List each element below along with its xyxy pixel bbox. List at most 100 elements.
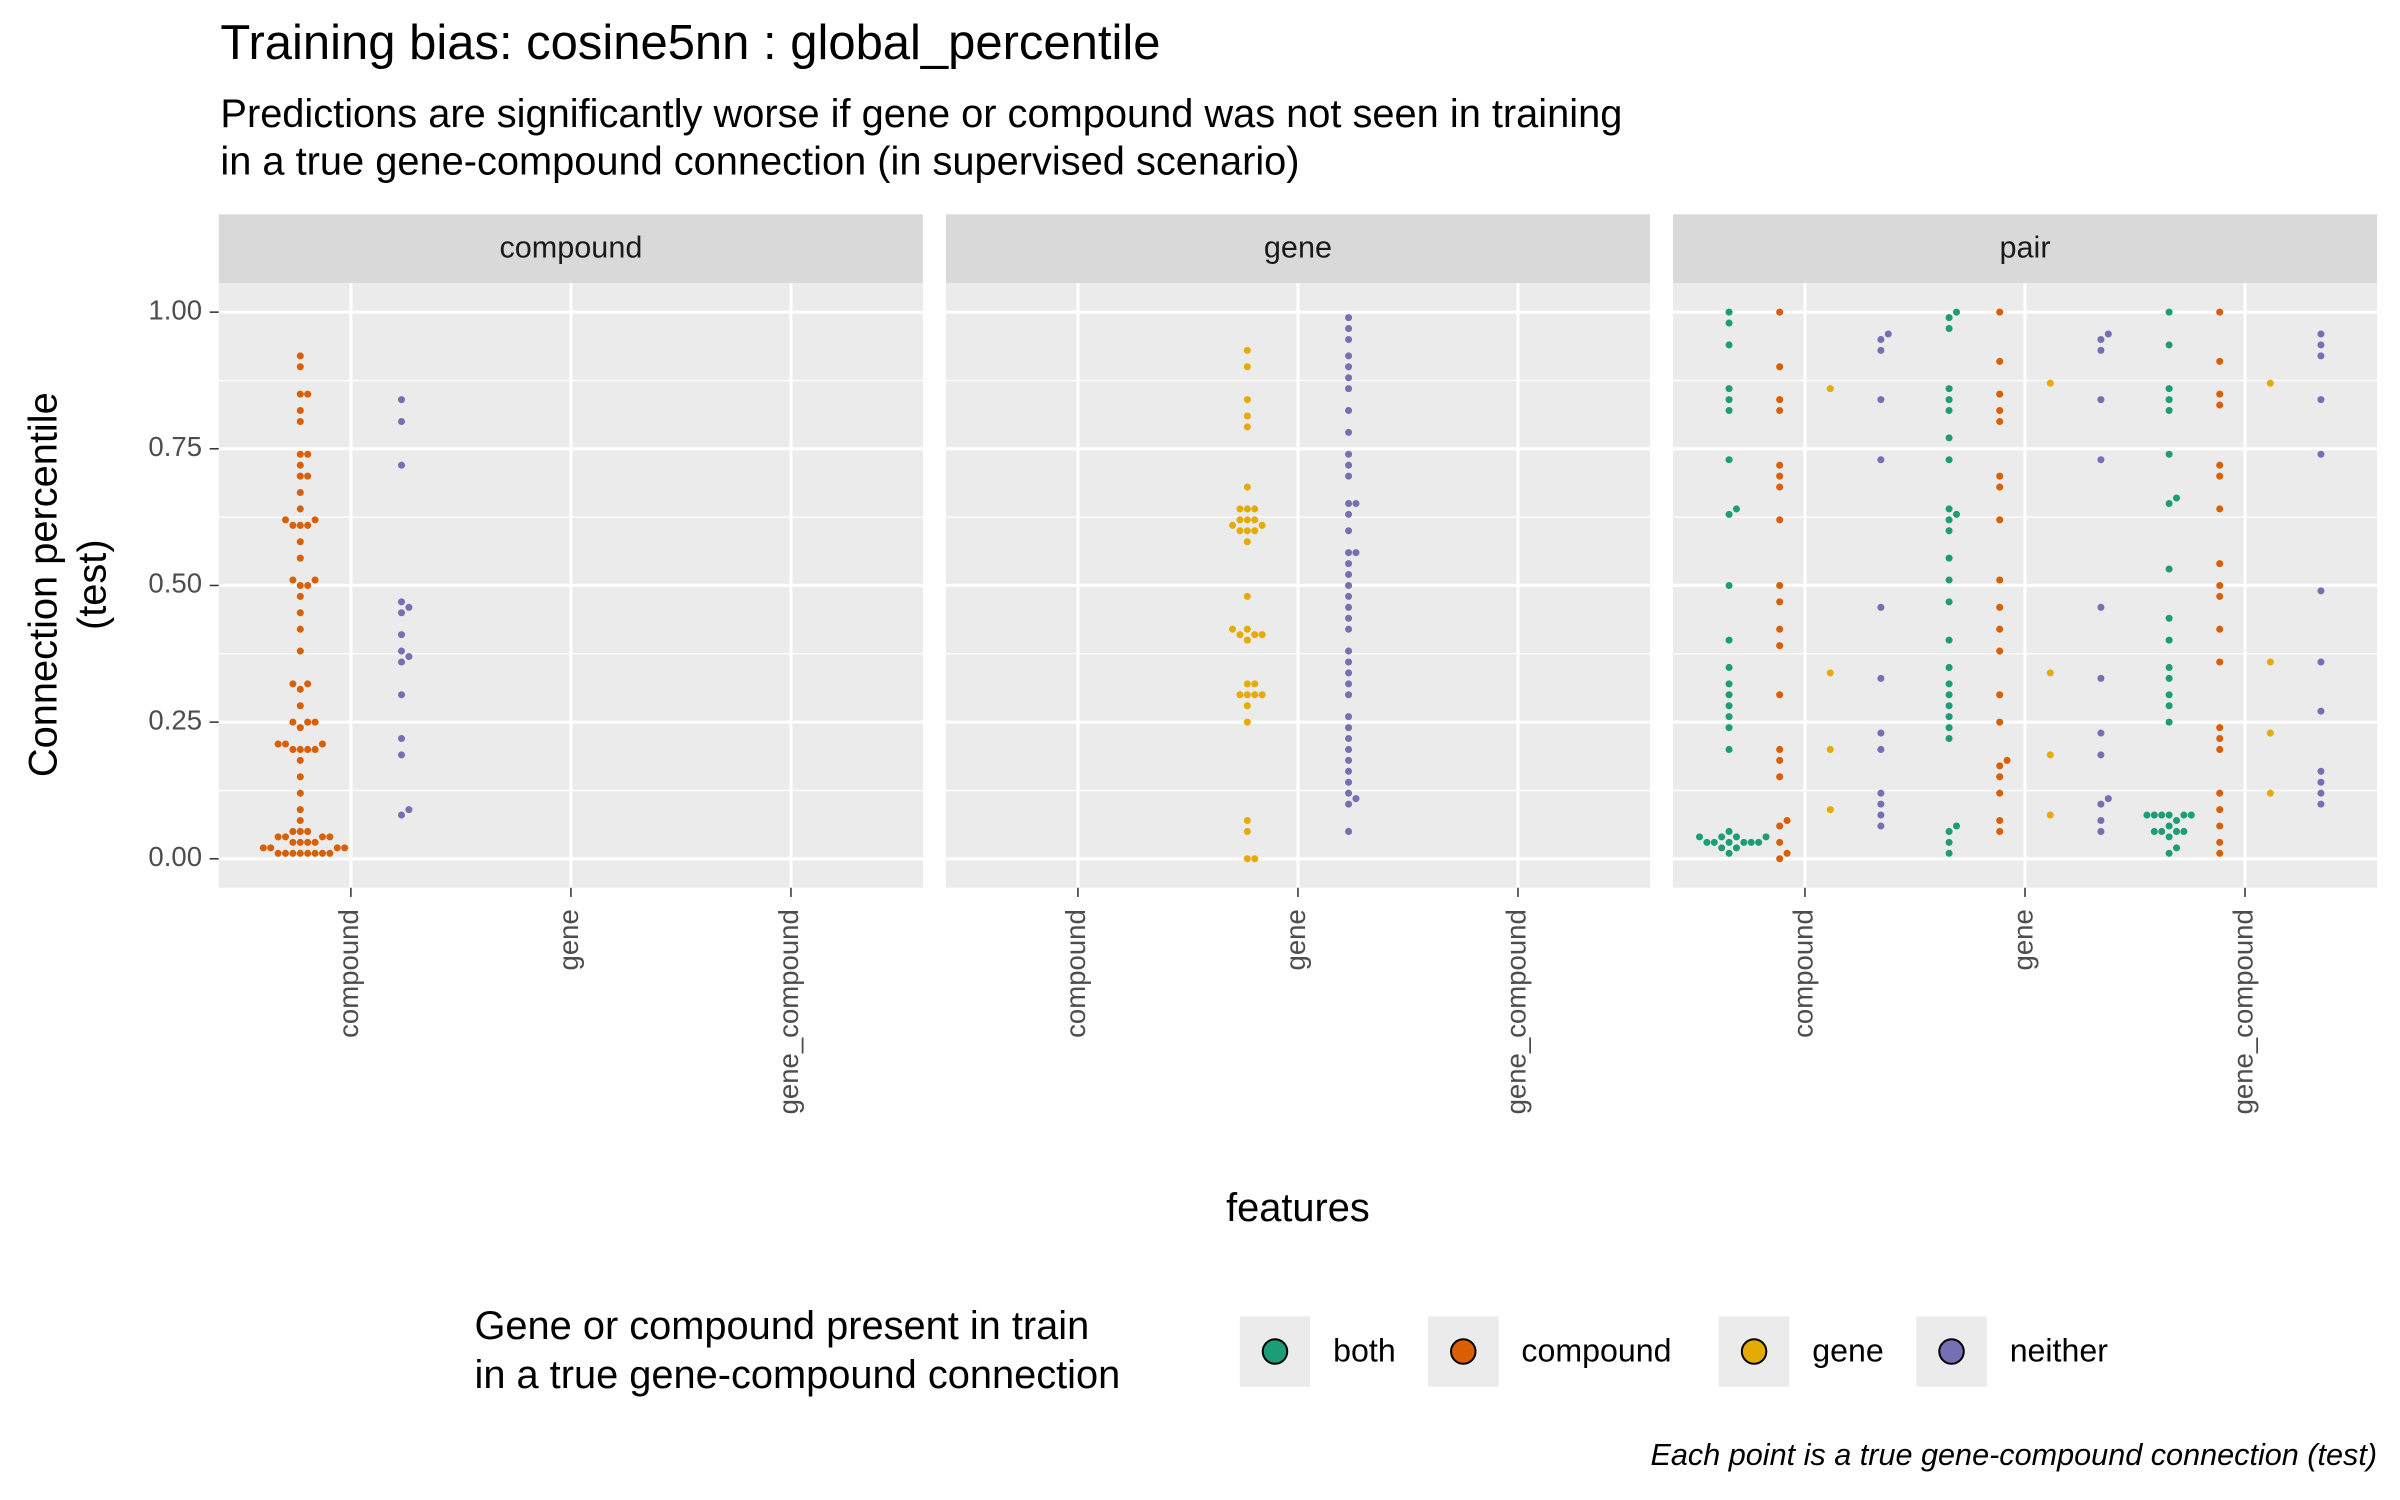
point [274, 740, 282, 748]
point [1345, 461, 1353, 469]
y-tick-label: 0.75 [148, 431, 202, 462]
y-axis-title: Connection percentile [21, 392, 65, 777]
point [1243, 396, 1251, 404]
point [1345, 603, 1353, 611]
point [1251, 691, 1259, 699]
point [2216, 357, 2224, 365]
point [1996, 718, 2004, 726]
point [1345, 549, 1353, 557]
point [296, 827, 304, 835]
point [1776, 581, 1784, 589]
point [1725, 385, 1733, 393]
point [1345, 527, 1353, 535]
point [296, 816, 304, 825]
point [2158, 811, 2166, 819]
point [2165, 718, 2173, 726]
point [1877, 603, 1885, 611]
point [2165, 450, 2173, 458]
point [1345, 571, 1353, 579]
point [1945, 663, 1953, 671]
point [2097, 674, 2105, 682]
point [296, 489, 304, 497]
point [1345, 658, 1353, 666]
point [1725, 319, 1733, 327]
point [304, 680, 312, 688]
point [296, 363, 304, 371]
point [1826, 385, 1834, 393]
point [267, 844, 275, 852]
point [1229, 521, 1237, 529]
point [2266, 379, 2274, 387]
point [296, 625, 304, 633]
point [1996, 357, 2004, 365]
point [1776, 642, 1784, 650]
point [1345, 827, 1353, 835]
point [397, 735, 406, 743]
point [1345, 407, 1353, 415]
point [1243, 516, 1251, 524]
point [1345, 510, 1353, 518]
point [2097, 396, 2105, 404]
point [1345, 450, 1353, 458]
x-tick-label: gene [553, 909, 584, 970]
point [304, 827, 312, 835]
point [1251, 527, 1259, 535]
point [296, 581, 304, 589]
point [1945, 636, 1953, 644]
point [1945, 325, 1953, 333]
point [1776, 773, 1784, 781]
point [1345, 363, 1353, 371]
point [2097, 816, 2105, 825]
point [296, 838, 304, 846]
point [1826, 669, 1834, 677]
point [296, 702, 304, 710]
point [1776, 855, 1784, 863]
point [1877, 456, 1885, 464]
point [1776, 308, 1784, 316]
point [1236, 691, 1244, 699]
point [1345, 724, 1353, 732]
point [281, 516, 290, 524]
y-tick-label: 0.25 [148, 704, 202, 735]
point [1877, 822, 1885, 830]
point [304, 849, 312, 857]
point [1776, 625, 1784, 633]
point [296, 390, 304, 398]
point [405, 806, 413, 814]
point [281, 849, 290, 857]
point [2165, 663, 2173, 671]
point [2165, 385, 2173, 393]
point [1826, 745, 1834, 753]
point [2317, 778, 2325, 786]
point [1776, 363, 1784, 371]
point [1251, 855, 1259, 863]
caption: Each point is a true gene-compound conne… [1650, 1438, 2377, 1472]
point [1345, 691, 1353, 699]
point [2216, 838, 2224, 846]
point [1740, 838, 1748, 846]
point [2216, 849, 2224, 857]
point [311, 516, 319, 524]
point [1945, 735, 1953, 743]
point [1877, 789, 1885, 797]
point [289, 521, 297, 529]
point [296, 756, 304, 764]
strip [1672, 214, 2378, 284]
point [296, 647, 304, 655]
strip [218, 214, 923, 284]
point [1345, 745, 1353, 753]
point [2097, 729, 2105, 737]
point [289, 745, 297, 753]
point [296, 724, 304, 732]
point [1952, 510, 1961, 518]
point [1718, 833, 1726, 841]
point [2216, 806, 2224, 814]
point [2143, 811, 2151, 819]
point [311, 745, 319, 753]
point [397, 396, 406, 404]
chart-subtitle: in a true gene-compound connection (in s… [220, 139, 1299, 183]
point [397, 751, 406, 759]
point [1345, 713, 1353, 721]
point [2216, 789, 2224, 797]
point [1725, 849, 1733, 857]
